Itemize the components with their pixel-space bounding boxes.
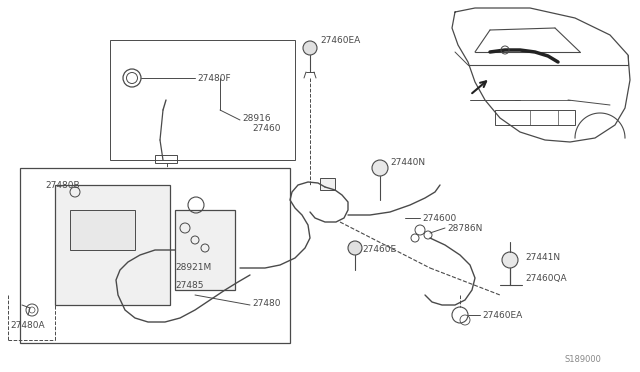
Text: 27485: 27485 bbox=[175, 280, 204, 289]
Text: 274600: 274600 bbox=[422, 214, 456, 222]
Bar bbox=[320, 178, 335, 190]
Bar bbox=[110, 40, 295, 160]
Text: 28786N: 28786N bbox=[447, 224, 483, 232]
Text: 27460: 27460 bbox=[252, 124, 280, 132]
Text: 27480A: 27480A bbox=[10, 321, 45, 330]
Text: 27480B: 27480B bbox=[45, 180, 79, 189]
Text: 28921M: 28921M bbox=[175, 263, 211, 273]
Text: 28916: 28916 bbox=[242, 113, 271, 122]
Bar bbox=[175, 210, 235, 290]
Text: 27480: 27480 bbox=[252, 298, 280, 308]
Text: 27480F: 27480F bbox=[197, 74, 230, 83]
Text: 27440N: 27440N bbox=[390, 157, 425, 167]
Bar bbox=[155, 155, 177, 163]
Circle shape bbox=[348, 241, 362, 255]
Bar bbox=[20, 168, 290, 343]
Text: 27460QA: 27460QA bbox=[525, 273, 566, 282]
Bar bbox=[70, 210, 135, 250]
Text: 27460EA: 27460EA bbox=[482, 311, 522, 320]
Text: 27441N: 27441N bbox=[525, 253, 560, 263]
Text: 27460EA: 27460EA bbox=[320, 35, 360, 45]
Bar bbox=[495, 110, 575, 125]
Text: 27460E: 27460E bbox=[362, 246, 396, 254]
Circle shape bbox=[372, 160, 388, 176]
Text: S189000: S189000 bbox=[565, 356, 602, 365]
Circle shape bbox=[303, 41, 317, 55]
Circle shape bbox=[502, 252, 518, 268]
Bar bbox=[55, 185, 170, 305]
